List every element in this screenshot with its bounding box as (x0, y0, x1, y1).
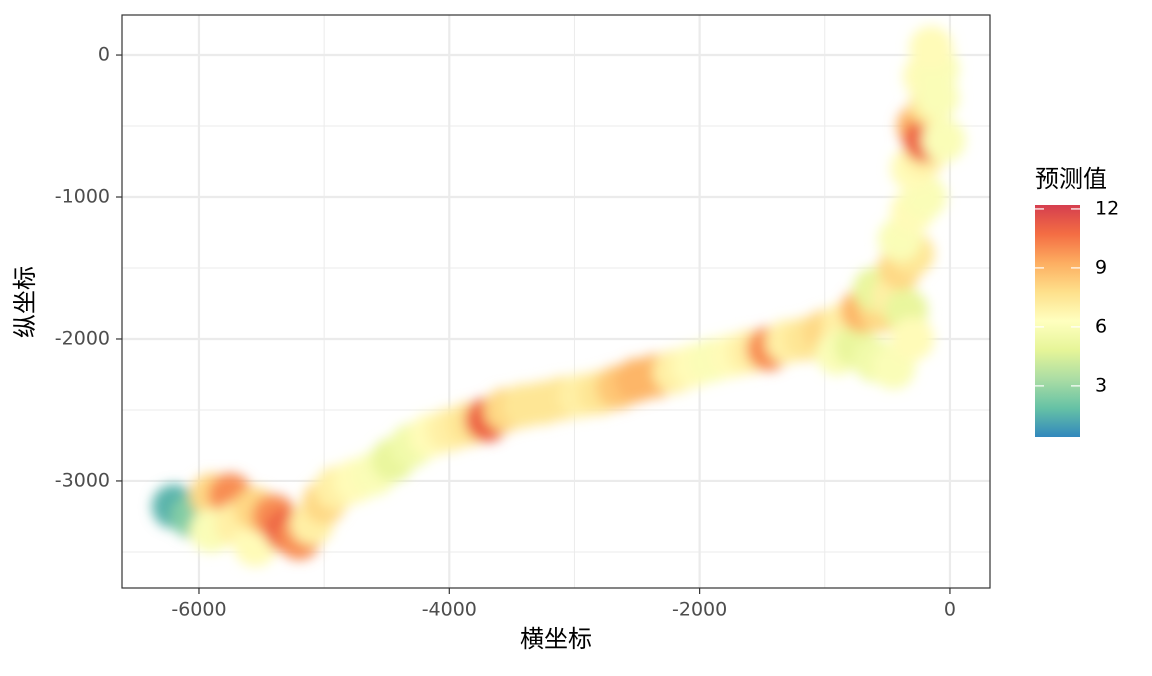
panel-border (121, 14, 991, 589)
x-tick-label: -6000 (171, 599, 226, 621)
legend: 3 6 9 12 (1035, 197, 1119, 396)
raster-cell (890, 316, 935, 361)
raster-cell (915, 75, 960, 120)
raster-cell (921, 118, 966, 163)
y-tick-label: -1000 (55, 186, 110, 208)
y-axis-title: 纵坐标 (11, 266, 39, 338)
legend-title: 预测值 (1035, 165, 1107, 193)
y-tick-label: 0 (98, 44, 110, 66)
colorbar-label: 6 (1095, 315, 1107, 337)
x-tick-label: -2000 (672, 599, 727, 621)
x-axis-title: 横坐标 (520, 625, 592, 653)
y-tick-label: -2000 (55, 327, 110, 349)
x-tick-label: 0 (944, 599, 956, 621)
x-tick-label: -4000 (422, 599, 477, 621)
raster-cell (909, 25, 954, 70)
raster (151, 25, 966, 567)
colorbar-label: 12 (1095, 197, 1119, 219)
colorbar (1035, 205, 1080, 437)
colorbar-label: 3 (1095, 374, 1107, 396)
colorbar-label: 9 (1095, 256, 1107, 278)
axes: -6000 -4000 -2000 0 0 -1000 -2000 -3000 (55, 44, 956, 621)
y-tick-label: -3000 (55, 469, 110, 491)
